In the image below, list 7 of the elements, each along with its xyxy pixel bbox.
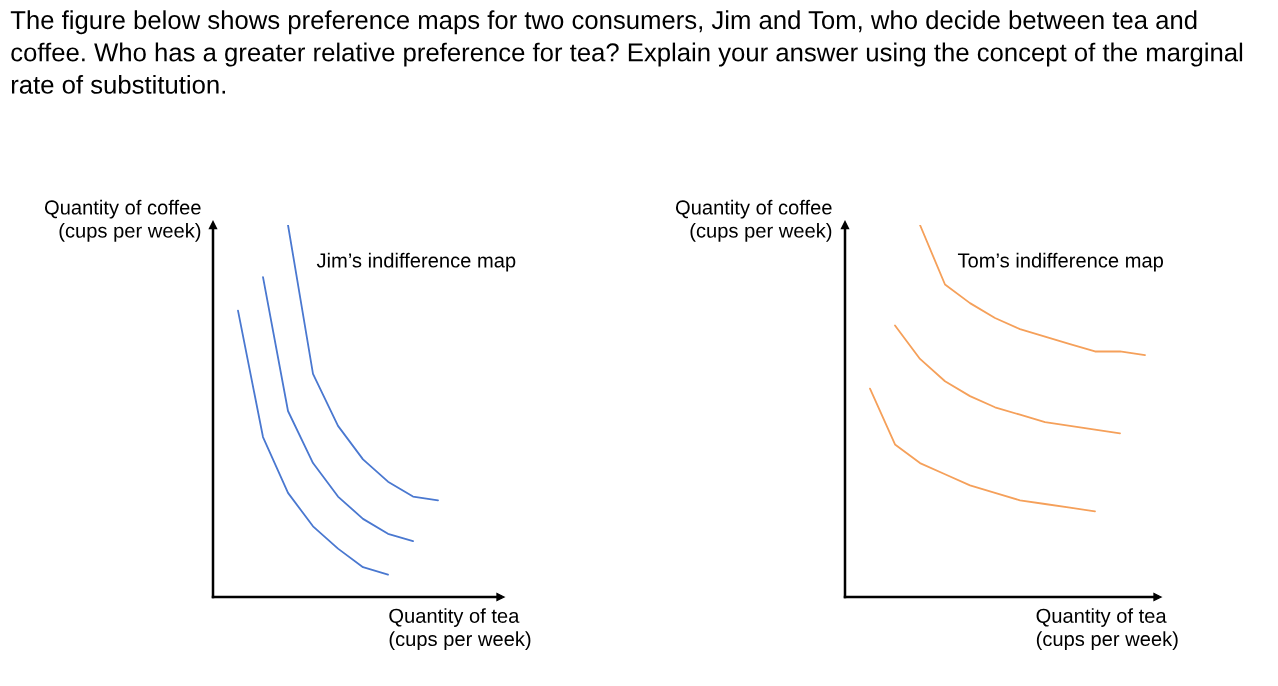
text: Jim’s indifference map [316,252,516,272]
text: Tom’s indifference map [957,252,1164,272]
text: The figure below shows preference maps for two consumers, Jim and Tom, who decide between tea and coffee. Who has a greater relative preference for tea? Explain your answer using the concept of the marginal rate of substitution. [10,10,1243,94]
y-axis-title: Quantity of coffee (cups per week) [675,199,832,242]
y-axis-title: Quantity of coffee (cups per week) [44,199,201,242]
x-axis-title: Quantity of tea (cups per week) [389,608,531,651]
x-axis-title: Quantity of tea (cups per week) [1036,608,1178,651]
